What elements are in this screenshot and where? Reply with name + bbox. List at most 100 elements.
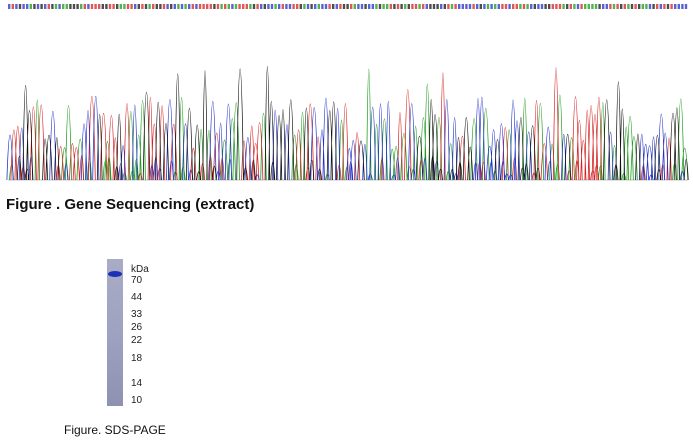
base-mark [494, 4, 497, 9]
base-mark [566, 4, 569, 9]
base-mark [670, 4, 673, 9]
base-mark [616, 4, 619, 9]
gel-lane [107, 259, 123, 406]
base-mark [573, 4, 576, 9]
base-mark [346, 4, 349, 9]
base-mark [360, 4, 364, 9]
base-mark [681, 4, 684, 9]
base-mark [530, 4, 533, 9]
base-mark [260, 4, 263, 9]
base-mark [94, 4, 97, 9]
base-mark [378, 4, 382, 9]
base-mark [468, 4, 472, 9]
base-mark [677, 4, 680, 9]
base-mark [141, 4, 144, 9]
base-mark [252, 4, 256, 9]
marker-label: 70 [131, 275, 143, 286]
base-mark [69, 4, 72, 9]
base-mark [65, 4, 68, 9]
base-mark [116, 4, 119, 9]
base-mark [249, 4, 252, 9]
base-mark [180, 4, 184, 9]
base-mark [166, 4, 169, 9]
base-mark [656, 4, 659, 9]
base-mark [321, 4, 324, 9]
base-mark [108, 4, 112, 9]
base-mark [335, 4, 338, 9]
base-mark [555, 4, 558, 9]
base-mark [234, 4, 238, 9]
base-mark [418, 4, 421, 9]
base-mark [425, 4, 428, 9]
figure-caption: Figure . Gene Sequencing (extract) [6, 196, 254, 213]
base-mark [447, 4, 450, 9]
base-mark [396, 4, 400, 9]
base-mark [47, 4, 50, 9]
base-mark [87, 4, 90, 9]
base-mark [267, 4, 270, 9]
base-mark [105, 4, 108, 9]
base-mark [663, 4, 666, 9]
base-mark [512, 4, 515, 9]
base-mark [368, 4, 371, 9]
base-mark [328, 4, 331, 9]
base-mark [605, 4, 608, 9]
base-mark [317, 4, 320, 9]
base-mark [533, 4, 536, 9]
base-mark [393, 4, 396, 9]
base-mark [627, 4, 630, 9]
base-mark [371, 4, 374, 9]
base-mark [72, 4, 76, 9]
base-mark [652, 4, 655, 9]
marker-label: 10 [131, 395, 143, 406]
base-mark [357, 4, 360, 9]
base-mark [490, 4, 493, 9]
base-mark [623, 4, 626, 9]
base-mark [486, 4, 490, 9]
base-mark [44, 4, 47, 9]
base-mark [54, 4, 58, 9]
base-mark [209, 4, 212, 9]
base-mark [245, 4, 248, 9]
base-mark [569, 4, 572, 9]
base-mark [504, 4, 508, 9]
protein-band [108, 271, 122, 277]
base-mark [630, 4, 634, 9]
base-mark [58, 4, 61, 9]
base-mark [342, 4, 346, 9]
base-mark [515, 4, 518, 9]
base-mark [476, 4, 479, 9]
base-mark [227, 4, 230, 9]
sequence-strip [8, 4, 688, 9]
base-mark [404, 4, 407, 9]
base-mark [332, 4, 335, 9]
base-mark [213, 4, 216, 9]
base-mark [224, 4, 227, 9]
base-mark [522, 4, 526, 9]
base-mark [479, 4, 482, 9]
base-mark [440, 4, 443, 9]
figure-caption: Figure. SDS-PAGE [64, 423, 166, 437]
base-mark [22, 4, 25, 9]
base-mark [134, 4, 137, 9]
base-mark [483, 4, 486, 9]
base-mark [436, 4, 439, 9]
base-mark [90, 4, 94, 9]
base-mark [206, 4, 209, 9]
marker-label: 22 [131, 335, 143, 346]
base-mark [314, 4, 317, 9]
base-mark [638, 4, 641, 9]
base-mark [119, 4, 122, 9]
base-mark [454, 4, 457, 9]
base-mark [400, 4, 403, 9]
base-mark [238, 4, 241, 9]
base-mark [501, 4, 504, 9]
base-mark [137, 4, 140, 9]
base-mark [51, 4, 54, 9]
base-mark [177, 4, 180, 9]
base-mark [126, 4, 130, 9]
base-mark [173, 4, 176, 9]
base-mark [288, 4, 292, 9]
